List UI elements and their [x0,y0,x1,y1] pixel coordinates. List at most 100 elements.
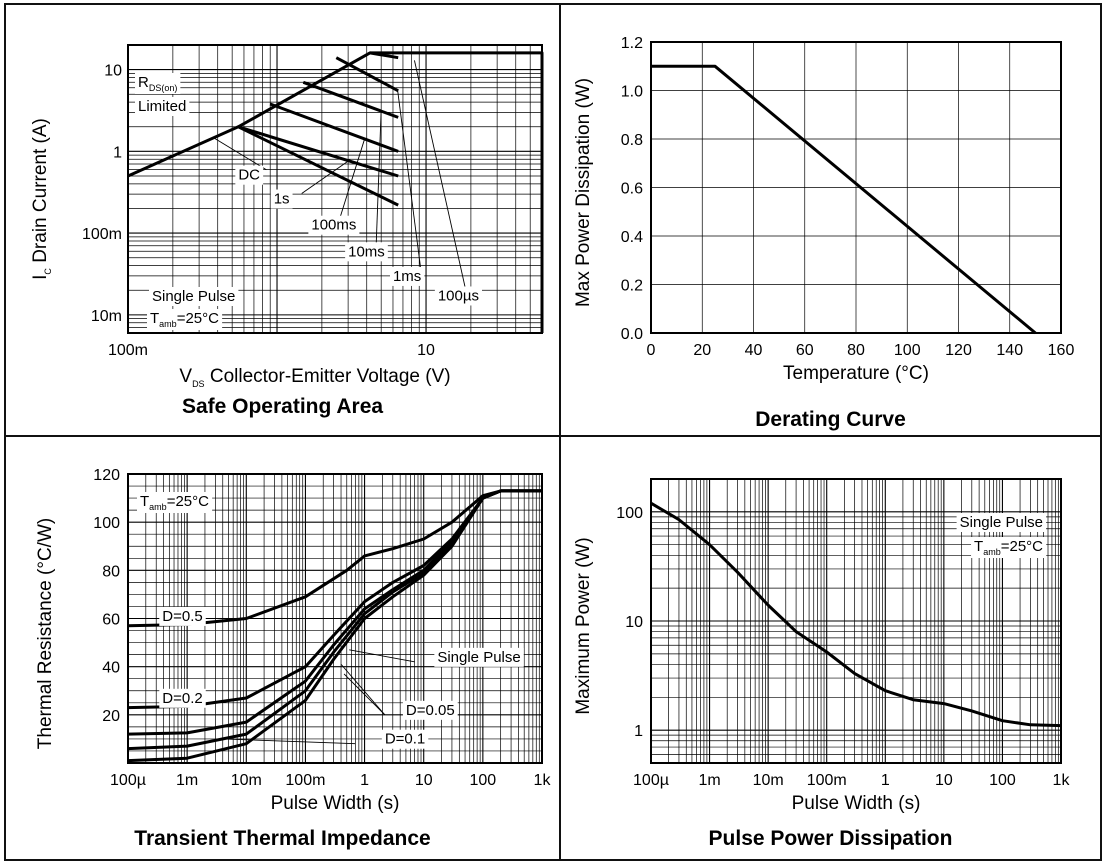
derating-x-tick-label: 60 [796,342,814,359]
pulsepower-y-axis-label: Maximum Power (W) [573,537,594,714]
transient-annotation-label-bg [381,729,429,749]
pulsepower-note-tamb: Tamb=25°C [974,538,1043,557]
transient-x-tick-label: 1k [534,772,552,789]
transient-x-tick-label: 100 [470,772,497,789]
pulsepower-curve [650,501,1062,728]
transient-note-tamb: Tamb=25°C [140,493,209,512]
transient-leader-line [349,649,415,663]
soa-rds-label: RDS(on) [138,74,177,93]
transient-annotation-label-bg [159,688,206,708]
pulsepower-chart: Single Pulse Tamb=25°C 100µ 1m 10m 100m 1 10 100… [573,478,1070,814]
pulsepower-title: Pulse Power Dissipation [708,827,953,850]
soa-annotation-label-bg [308,215,360,235]
frame-vertical-divider [559,3,561,861]
soa-leader-line [397,90,422,271]
panel-pulsepower: Single Pulse Tamb=25°C 100µ 1m 10m 100m 1 10 100… [561,437,1100,859]
pulsepower-y-tick-label: 1 [634,723,643,740]
derating-y-tick-label: 0.2 [621,278,643,295]
frame-right [1100,3,1102,861]
soa-x-tick-label: 100m [108,342,148,359]
transient-y-tick-label: 100 [93,515,120,532]
derating-plot-border [650,41,1062,334]
pulsepower-y-tick-label: 100 [616,505,643,522]
soa-annotation-label-bg [235,165,264,185]
soa-title: Safe Operating Area [181,395,384,418]
transient-y-tick-label: 60 [102,612,120,629]
soa-leader-line [414,60,467,291]
rds-subscript: DS(on) [149,83,178,93]
derating-x-tick-label: 120 [945,342,972,359]
pulsepower-plot-border [650,478,1062,764]
soa-note-single-pulse-bg [149,287,239,306]
soa-series-1s [237,125,399,178]
derating-y-tick-label: 1.2 [621,35,643,52]
transient-annotation-label: D=0.2 [162,690,202,707]
soa-chart: DC 1s 100ms 10ms 1ms 100µs RDS(on) Limited Singl… [30,44,544,389]
transient-note-tamb-bg [137,492,213,513]
pulsepower-x-tick-label: 100 [989,772,1016,789]
transient-chart: D=0.5 D=0.2 Single Pulse D=0.05 D=0.1 Tamb=25… [35,467,552,814]
rds-r: R [138,74,149,91]
pulsepower-note-tamb-bg [971,537,1047,558]
frame-bottom [4,859,1102,861]
transient-title: Transient Thermal Impedance [134,827,431,850]
transient-x-tick-label: 100m [285,772,325,789]
derating-x-axis-label: Temperature (°C) [783,363,929,384]
derating-y-tick-label: 0.0 [621,326,643,343]
transient-y-tick-label: 20 [102,708,120,725]
derating-y-tick-label: 0.6 [621,181,643,198]
soa-leader-line [338,138,366,220]
soa-annotation-label-bg [270,189,293,209]
pulsepower-note-single-pulse: Single Pulse [960,514,1043,531]
soa-annotation-label-bg [434,286,483,306]
soa-limited-label-bg [135,97,190,116]
soa-x-axis-label: VDS Collector-Emitter Voltage (V) [179,366,450,389]
soa-annotation-label-bg [345,242,388,262]
pulsepower-x-tick-label: 1m [698,772,720,789]
panel-soa: DC 1s 100ms 10ms 1ms 100µs RDS(on) Limited Singl… [6,5,559,435]
soa-leader-line [375,111,382,247]
frame-left [4,3,6,861]
soa-y-axis-label: IC Drain Current (A) [30,118,53,280]
derating-x-tick-label: 100 [894,342,921,359]
transient-leader-line [343,673,386,716]
derating-x-tick-label: 140 [996,342,1023,359]
soa-y-tick-label: 1 [113,144,122,161]
transient-annotation-label-bg [402,700,458,720]
transient-annotation-label: Single Pulse [437,649,520,666]
soa-note-tamb: Tamb=25°C [150,310,219,329]
soa-leader-line [301,160,349,194]
transient-x-tick-label: 1 [360,772,369,789]
derating-x-tick-label: 160 [1048,342,1075,359]
soa-limited-label: Limited [138,98,186,115]
pulsepower-x-axis-label: Pulse Width (s) [792,793,921,814]
soa-note-single-pulse: Single Pulse [152,288,235,305]
transient-y-tick-label: 80 [102,563,120,580]
soa-series-100ms [269,102,399,153]
transient-y-tick-label: 40 [102,660,120,677]
transient-x-axis-label: Pulse Width (s) [271,793,400,814]
soa-series-10ms [302,80,399,119]
transient-x-tick-label: 100µ [110,772,146,789]
soa-annotation-label-bg [389,266,425,286]
derating-chart: 0 20 40 60 80 100 120 140 160 0.0 0.2 0.4 0.6 0.8 1.0 1… [573,35,1075,384]
transient-annotation-label: D=0.05 [406,702,455,719]
derating-y-tick-label: 0.4 [621,229,643,246]
transient-x-tick-label: 10m [231,772,262,789]
transient-y-tick-label: 120 [93,467,120,484]
transient-x-tick-label: 1m [176,772,198,789]
derating-x-tick-label: 0 [647,342,656,359]
transient-annotation-label-bg [434,647,524,667]
soa-note-tamb-bg [147,309,223,330]
pulsepower-x-tick-label: 100µ [633,772,669,789]
soa-annotation-label: 100µs [438,287,479,304]
transient-series-d05 [127,489,542,628]
derating-y-axis-label: Max Power Dissipation (W) [573,78,594,307]
soa-annotation-label: 10ms [348,243,385,260]
derating-y-tick-label: 0.8 [621,132,643,149]
soa-series-limit [237,51,544,333]
transient-annotation-label: D=0.5 [162,608,202,625]
frame-horizontal-divider [4,435,1102,437]
transient-annotation-label: D=0.1 [385,731,425,748]
transient-annotation-label-bg [159,606,206,626]
